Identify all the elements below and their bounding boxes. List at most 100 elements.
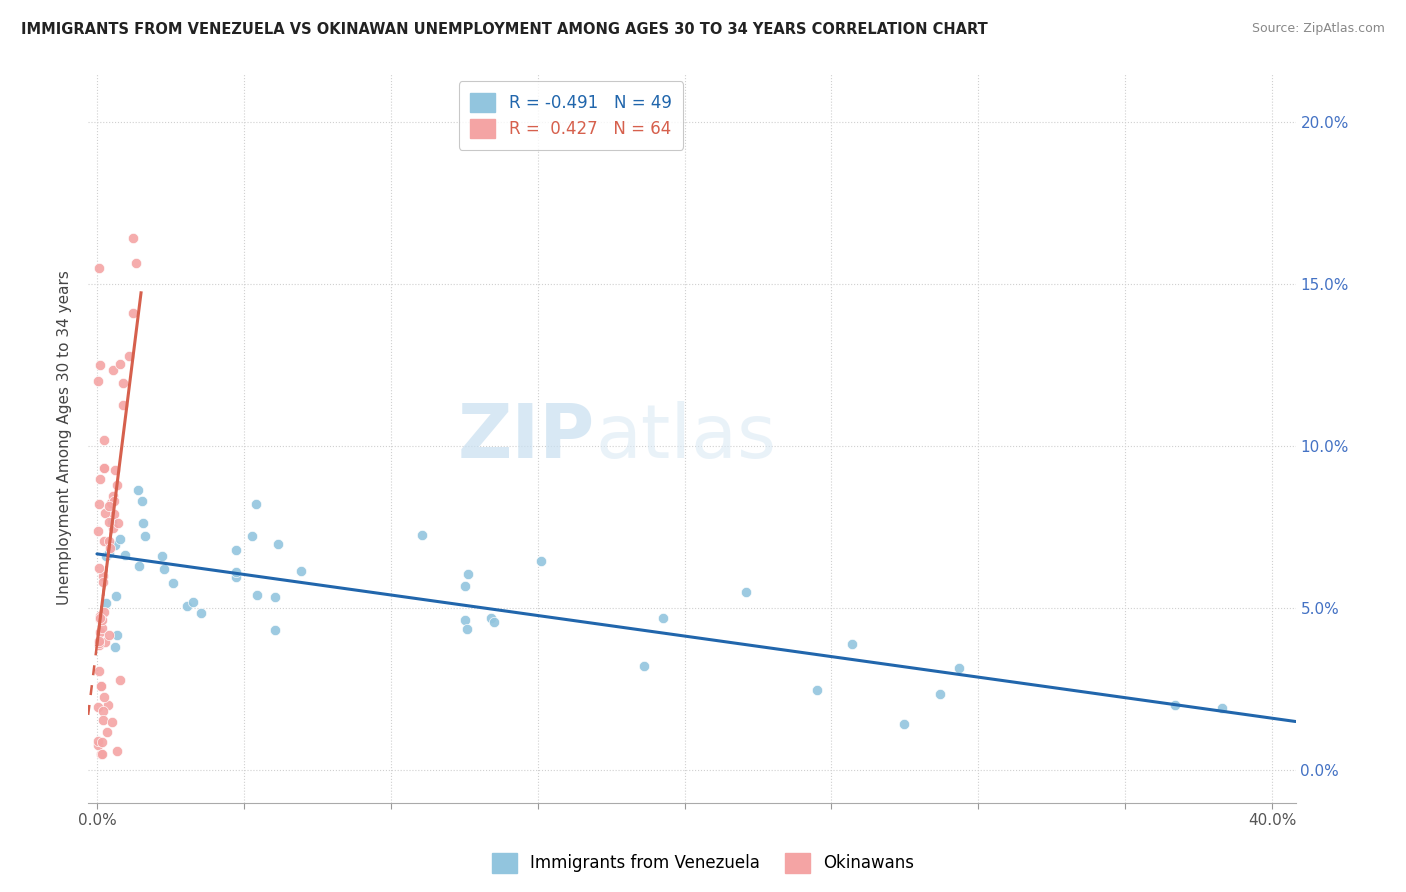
Point bbox=[93, 461, 115, 475]
Point bbox=[97, 546, 120, 560]
Point bbox=[290, 565, 312, 579]
Point bbox=[181, 595, 204, 609]
Point bbox=[162, 576, 184, 591]
Text: ZIP: ZIP bbox=[458, 401, 595, 475]
Point bbox=[103, 493, 125, 508]
Point bbox=[105, 627, 128, 641]
Point bbox=[112, 376, 135, 390]
Point bbox=[90, 747, 112, 761]
Point bbox=[948, 661, 970, 675]
Point bbox=[90, 679, 112, 693]
Point bbox=[96, 725, 118, 739]
Point bbox=[87, 664, 110, 678]
Point bbox=[411, 528, 433, 542]
Y-axis label: Unemployment Among Ages 30 to 34 years: Unemployment Among Ages 30 to 34 years bbox=[58, 270, 72, 605]
Point bbox=[93, 605, 115, 619]
Point bbox=[479, 611, 502, 625]
Point bbox=[91, 713, 114, 727]
Point bbox=[93, 569, 115, 583]
Point bbox=[86, 738, 108, 752]
Point bbox=[86, 524, 108, 538]
Point bbox=[134, 529, 156, 543]
Point bbox=[107, 478, 129, 492]
Point bbox=[87, 636, 110, 650]
Point bbox=[91, 735, 114, 749]
Point bbox=[90, 679, 112, 693]
Point bbox=[841, 637, 863, 651]
Point bbox=[91, 613, 114, 627]
Point bbox=[246, 588, 269, 602]
Point bbox=[94, 635, 117, 649]
Point bbox=[152, 549, 174, 563]
Point bbox=[87, 374, 110, 388]
Point bbox=[153, 562, 176, 576]
Text: atlas: atlas bbox=[595, 401, 776, 475]
Point bbox=[633, 658, 655, 673]
Point bbox=[93, 433, 115, 447]
Point bbox=[104, 538, 127, 552]
Point bbox=[87, 638, 110, 652]
Point bbox=[264, 624, 287, 638]
Point bbox=[893, 716, 915, 731]
Point bbox=[87, 634, 110, 648]
Point bbox=[97, 534, 120, 549]
Point bbox=[97, 516, 120, 530]
Point bbox=[87, 497, 110, 511]
Point bbox=[93, 506, 115, 520]
Point bbox=[225, 570, 247, 584]
Point bbox=[101, 515, 124, 529]
Point bbox=[105, 744, 128, 758]
Point bbox=[101, 489, 124, 503]
Point bbox=[90, 613, 112, 627]
Point bbox=[100, 496, 122, 510]
Point bbox=[91, 705, 114, 719]
Point bbox=[108, 357, 131, 371]
Point bbox=[107, 516, 129, 530]
Point bbox=[122, 231, 145, 245]
Point bbox=[652, 611, 675, 625]
Point bbox=[245, 497, 267, 511]
Legend: R = -0.491   N = 49, R =  0.427   N = 64: R = -0.491 N = 49, R = 0.427 N = 64 bbox=[458, 81, 683, 150]
Point bbox=[93, 460, 115, 475]
Point bbox=[98, 541, 121, 556]
Point bbox=[454, 613, 477, 627]
Point bbox=[101, 520, 124, 534]
Legend: Immigrants from Venezuela, Okinawans: Immigrants from Venezuela, Okinawans bbox=[485, 847, 921, 880]
Point bbox=[132, 516, 155, 531]
Point bbox=[93, 690, 115, 704]
Point bbox=[264, 591, 287, 605]
Point bbox=[806, 682, 828, 697]
Point bbox=[454, 578, 477, 592]
Point bbox=[114, 548, 136, 562]
Point bbox=[90, 747, 112, 761]
Point bbox=[103, 640, 125, 654]
Point bbox=[94, 549, 117, 564]
Point bbox=[105, 590, 128, 604]
Point bbox=[456, 622, 478, 636]
Point bbox=[89, 358, 111, 372]
Point bbox=[240, 529, 263, 543]
Point bbox=[267, 536, 290, 550]
Point bbox=[101, 714, 124, 729]
Point bbox=[89, 611, 111, 625]
Point bbox=[122, 306, 145, 320]
Point bbox=[86, 700, 108, 714]
Point bbox=[225, 542, 247, 557]
Point bbox=[93, 575, 115, 590]
Point bbox=[87, 561, 110, 575]
Point bbox=[103, 362, 125, 376]
Point bbox=[530, 553, 553, 567]
Point bbox=[87, 734, 110, 748]
Point bbox=[97, 698, 120, 713]
Point bbox=[89, 625, 111, 640]
Point bbox=[93, 533, 115, 548]
Point bbox=[108, 532, 131, 546]
Point bbox=[457, 566, 479, 581]
Point bbox=[131, 494, 153, 508]
Point bbox=[484, 615, 506, 630]
Text: Source: ZipAtlas.com: Source: ZipAtlas.com bbox=[1251, 22, 1385, 36]
Point bbox=[89, 472, 111, 486]
Text: IMMIGRANTS FROM VENEZUELA VS OKINAWAN UNEMPLOYMENT AMONG AGES 30 TO 34 YEARS COR: IMMIGRANTS FROM VENEZUELA VS OKINAWAN UN… bbox=[21, 22, 988, 37]
Point bbox=[98, 628, 121, 642]
Point bbox=[89, 260, 111, 275]
